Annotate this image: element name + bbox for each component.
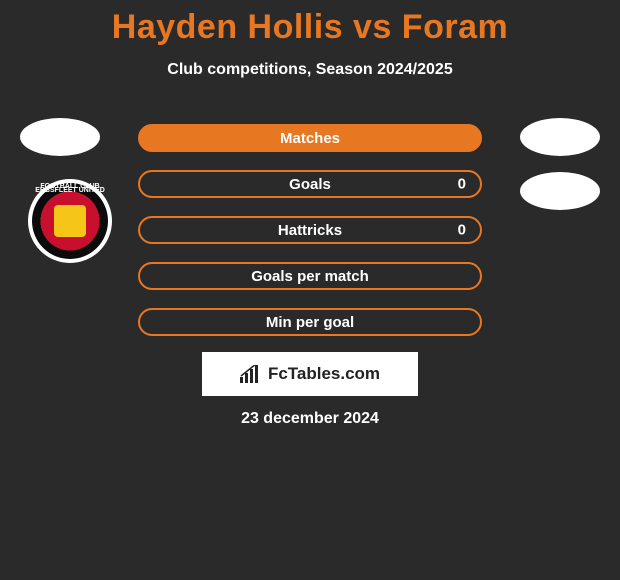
- stat-bar-matches: Matches: [138, 124, 482, 152]
- stat-bar-hattricks: Hattricks 0: [138, 216, 482, 244]
- watermark: FcTables.com: [202, 352, 418, 396]
- stat-bar-goals: Goals 0: [138, 170, 482, 198]
- stat-bar-label: Min per goal: [266, 314, 354, 331]
- stat-bar-min-per-goal: Min per goal: [138, 308, 482, 336]
- page-title: Hayden Hollis vs Foram: [0, 0, 620, 47]
- bar-chart-icon: [240, 365, 262, 383]
- right-player-avatar: [520, 118, 600, 156]
- watermark-text: FcTables.com: [268, 364, 380, 384]
- right-player-club-placeholder: [520, 172, 600, 210]
- stat-bar-label: Hattricks: [278, 222, 342, 239]
- left-player-club-badge: EBBSFLEET UNITED FOOTBALL CLUB: [28, 179, 112, 263]
- club-ring-text-bottom: FOOTBALL CLUB: [32, 183, 108, 255]
- stat-bars: Matches Goals 0 Hattricks 0 Goals per ma…: [138, 124, 482, 354]
- date-text: 23 december 2024: [0, 410, 620, 428]
- stat-bar-right-value: 0: [458, 176, 466, 193]
- stat-bar-label: Goals per match: [251, 268, 369, 285]
- subtitle: Club competitions, Season 2024/2025: [0, 61, 620, 79]
- stat-bar-label: Matches: [280, 130, 340, 147]
- stat-bar-right-value: 0: [458, 222, 466, 239]
- stat-bar-label: Goals: [289, 176, 331, 193]
- left-player-avatar: [20, 118, 100, 156]
- stat-bar-goals-per-match: Goals per match: [138, 262, 482, 290]
